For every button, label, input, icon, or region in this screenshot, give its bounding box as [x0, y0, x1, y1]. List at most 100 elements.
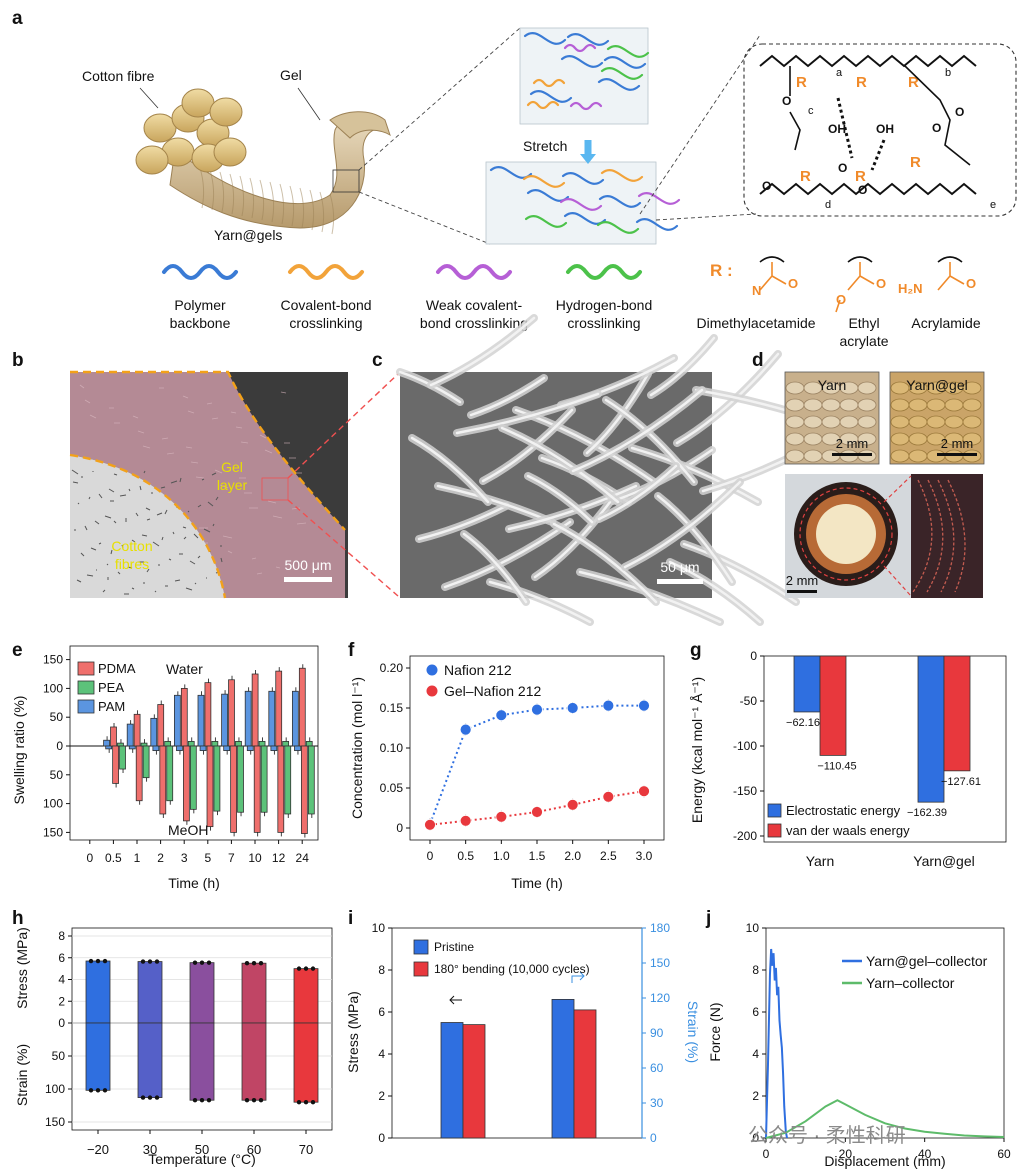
- bar-pam-meoh: [128, 745, 136, 750]
- texture: [194, 582, 197, 585]
- x-tick-label: 1.0: [493, 849, 510, 863]
- data-point: [154, 1095, 160, 1100]
- n-atom: N: [752, 283, 761, 298]
- network-chain: [598, 195, 642, 208]
- o-atom: O: [782, 94, 791, 108]
- subscript: e: [990, 199, 996, 211]
- bar-strain: [137, 1022, 163, 1098]
- bar-pristine: [551, 999, 575, 1139]
- data-point: [140, 1095, 146, 1100]
- zoom-line: [883, 475, 912, 503]
- panel-h-chart: 8 6 4 2 0 50 100 150 −20 30 50 60 70 Stress (MPa) Stra…: [14, 927, 333, 1167]
- texture: [170, 480, 178, 484]
- x-tick-label: 3: [181, 851, 188, 865]
- x-tick-label: 50: [195, 1142, 209, 1157]
- data-point: [296, 1100, 302, 1105]
- x-tick-label: 60: [247, 1142, 261, 1157]
- x-tick-label: 7: [228, 851, 235, 865]
- bar-electrostatic: [917, 655, 945, 803]
- legend-label: PDMA: [98, 661, 136, 676]
- texture: [141, 534, 148, 537]
- bar-stress: [85, 960, 111, 1024]
- weave: [944, 415, 964, 429]
- fibre-highlight: [649, 336, 716, 397]
- texture: [267, 500, 277, 504]
- legend-label: bond crosslinking: [420, 315, 528, 331]
- network-chain: [560, 55, 604, 68]
- subscript: c: [808, 105, 814, 117]
- y-right-tick-label: 180: [650, 921, 670, 935]
- texture: [131, 587, 135, 590]
- fibre-highlight: [481, 408, 574, 483]
- bar-pdma-water: [110, 726, 117, 747]
- y-axis-label: Force (N): [707, 1002, 723, 1061]
- bar-stress: [189, 962, 215, 1024]
- texture: [113, 520, 117, 524]
- texture: [168, 558, 172, 561]
- side-chain: [789, 65, 971, 166]
- x-axis-label: Displacement (mm): [824, 1153, 945, 1169]
- texture: [98, 542, 102, 545]
- texture: [102, 589, 106, 593]
- texture: [161, 437, 169, 440]
- scale-bar: [284, 577, 332, 582]
- weave: [908, 432, 928, 446]
- bar-pam-water: [291, 690, 299, 747]
- data-point: [638, 785, 650, 798]
- panel-label-f: f: [348, 640, 355, 661]
- texture: [98, 493, 103, 499]
- y-tick-label: 6: [378, 1005, 385, 1019]
- y-tick-label: 0: [396, 821, 403, 835]
- texture: [154, 590, 157, 593]
- weave: [785, 449, 805, 463]
- weave: [857, 415, 877, 429]
- data-point: [251, 960, 257, 966]
- backbone-top: [759, 54, 977, 68]
- data-point: [566, 702, 579, 714]
- network-chain: [559, 198, 603, 211]
- r-group-name: Ethyl: [848, 315, 879, 331]
- texture: [77, 502, 80, 505]
- legend-swatch: [162, 264, 238, 280]
- fibre-highlight: [656, 494, 734, 584]
- y-tick-label: 6: [58, 951, 65, 965]
- data-label: −127.61: [941, 776, 981, 788]
- data-point: [199, 1098, 205, 1103]
- panel-g-chart: 0 -50 -100 -150 -200 Yarn −62.16 −110.45 Yarn@ge…: [689, 649, 1007, 869]
- weave: [785, 432, 805, 446]
- zoom-line: [655, 213, 757, 221]
- legend-swatch: [288, 264, 364, 280]
- x-tick-label: 0.5: [457, 849, 474, 863]
- o-atom: O: [838, 161, 847, 175]
- texture: [117, 571, 121, 575]
- panel-a: Cotton fibre Gel Yarn@gels Stretch R R R R R Ra b c…: [82, 27, 1017, 349]
- network-chain: [523, 32, 567, 45]
- cotton-fibre-end: [135, 145, 169, 175]
- x-axis-label: Time (h): [168, 875, 220, 891]
- y-tick-label: 0.20: [380, 661, 404, 675]
- bar-pdma-water: [180, 688, 188, 747]
- x-tick-label: 2.5: [600, 849, 617, 863]
- weave: [785, 381, 805, 395]
- bar-pea-water: [187, 740, 195, 747]
- data-point: [244, 1098, 250, 1103]
- gel-label: Gel: [280, 67, 302, 83]
- r-group: R: [796, 74, 807, 91]
- panel-j-chart: 0 20 40 60 0 2 4 6 8 10 Yarn@gel–collector Yarn–col…: [707, 921, 1011, 1169]
- h-bond: [836, 97, 854, 159]
- fibre-highlight: [675, 352, 780, 445]
- data-label: −162.39: [907, 807, 947, 819]
- data-point: [95, 958, 101, 964]
- yarn-twist: [219, 171, 225, 213]
- weave: [803, 398, 823, 412]
- network-chain: [606, 45, 650, 58]
- fibre-highlight: [604, 398, 696, 484]
- texture: [296, 522, 307, 525]
- texture: [187, 410, 195, 414]
- scale-bar: [657, 579, 703, 584]
- data-point: [251, 1098, 257, 1103]
- y-right-axis-label: Strain (%): [685, 1001, 701, 1063]
- y-tick-label: 50: [50, 768, 64, 782]
- x-tick-label: 2: [157, 851, 164, 865]
- ethyl-acrylate-structure: [847, 262, 875, 291]
